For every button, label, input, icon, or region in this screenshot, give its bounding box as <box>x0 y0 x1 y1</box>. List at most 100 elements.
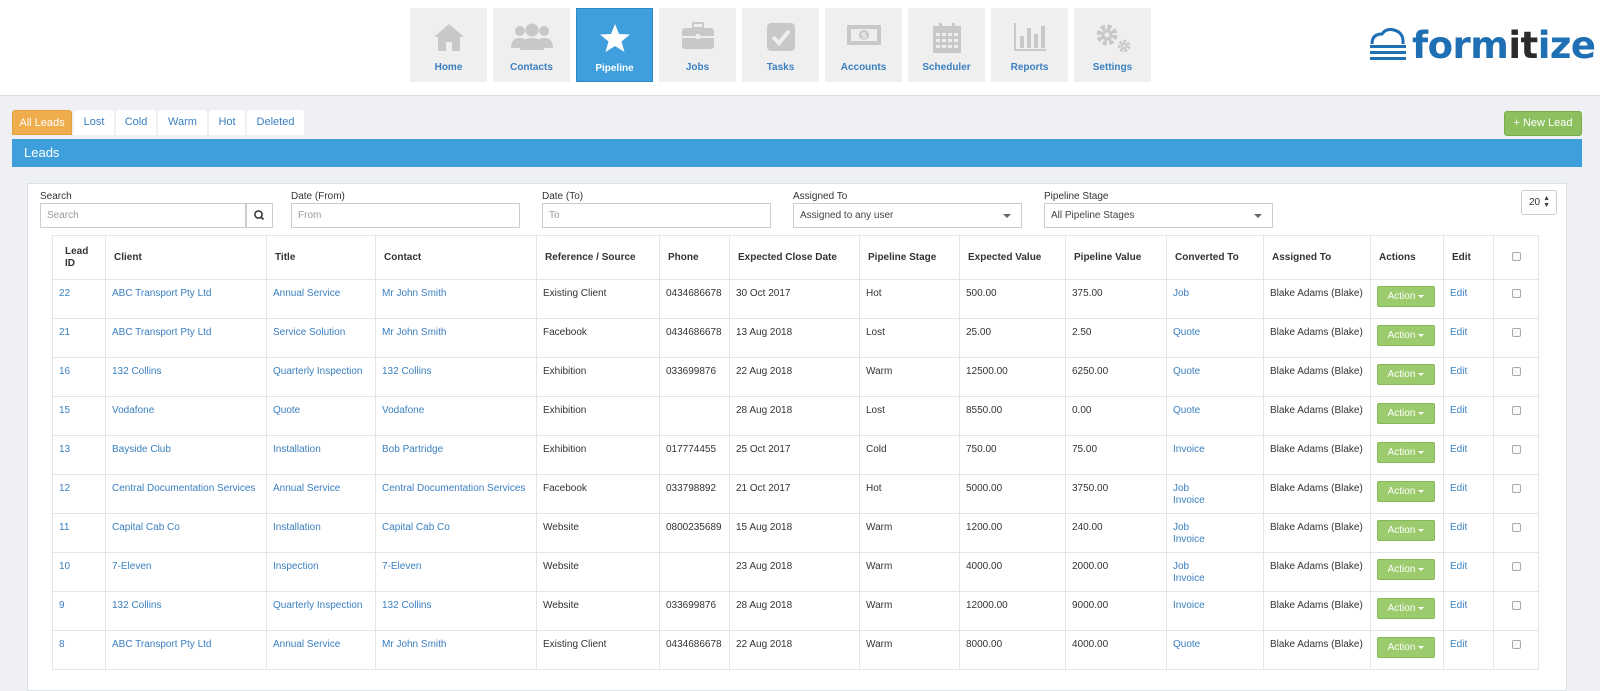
title-link[interactable]: Installation <box>266 435 376 475</box>
action-dropdown-button[interactable]: Action <box>1377 442 1435 463</box>
edit-link[interactable]: Edit <box>1443 396 1494 436</box>
nav-accounts[interactable]: $ Accounts <box>825 8 902 82</box>
client-link[interactable]: 7-Eleven <box>105 552 267 592</box>
contact-link[interactable]: Central Documentation Services <box>375 474 537 514</box>
filter-tab-all-leads[interactable]: All Leads <box>12 110 72 135</box>
action-dropdown-button[interactable]: Action <box>1377 598 1435 619</box>
nav-contacts[interactable]: Contacts <box>493 8 570 82</box>
row-checkbox[interactable] <box>1511 601 1521 610</box>
lead-id-link[interactable]: 11 <box>52 513 106 553</box>
converted-to-link[interactable]: Quote <box>1173 327 1201 338</box>
title-link[interactable]: Installation <box>266 513 376 553</box>
title-link[interactable]: Quarterly Inspection <box>266 357 376 397</box>
client-link[interactable]: 132 Collins <box>105 357 267 397</box>
converted-to-link[interactable]: Job <box>1173 522 1190 533</box>
row-checkbox[interactable] <box>1511 562 1521 571</box>
title-link[interactable]: Service Solution <box>266 318 376 358</box>
client-link[interactable]: Capital Cab Co <box>105 513 267 553</box>
nav-tasks[interactable]: Tasks <box>742 8 819 82</box>
edit-link[interactable]: Edit <box>1443 435 1494 475</box>
lead-id-link[interactable]: 16 <box>52 357 106 397</box>
title-link[interactable]: Annual Service <box>266 630 376 670</box>
action-dropdown-button[interactable]: Action <box>1377 559 1435 580</box>
contact-link[interactable]: Mr John Smith <box>375 630 537 670</box>
converted-to-link[interactable]: Invoice <box>1173 600 1205 611</box>
edit-link[interactable]: Edit <box>1443 279 1494 319</box>
client-link[interactable]: ABC Transport Pty Ltd <box>105 279 267 319</box>
converted-to-link[interactable]: Invoice <box>1173 534 1205 545</box>
edit-link[interactable]: Edit <box>1443 357 1494 397</box>
contact-link[interactable]: Mr John Smith <box>375 318 537 358</box>
title-link[interactable]: Annual Service <box>266 474 376 514</box>
row-checkbox[interactable] <box>1511 445 1521 454</box>
edit-link[interactable]: Edit <box>1443 552 1494 592</box>
contact-link[interactable]: Mr John Smith <box>375 279 537 319</box>
lead-id-link[interactable]: 21 <box>52 318 106 358</box>
edit-link[interactable]: Edit <box>1443 591 1494 631</box>
filter-tab-lost[interactable]: Lost <box>74 110 114 135</box>
date-to-input[interactable]: To <box>542 203 771 228</box>
filter-tab-cold[interactable]: Cold <box>116 110 156 135</box>
row-checkbox[interactable] <box>1511 406 1521 415</box>
search-button[interactable] <box>246 203 273 228</box>
action-dropdown-button[interactable]: Action <box>1377 364 1435 385</box>
action-dropdown-button[interactable]: Action <box>1377 481 1435 502</box>
contact-link[interactable]: Vodafone <box>375 396 537 436</box>
title-link[interactable]: Inspection <box>266 552 376 592</box>
title-link[interactable]: Annual Service <box>266 279 376 319</box>
lead-id-link[interactable]: 15 <box>52 396 106 436</box>
lead-id-link[interactable]: 12 <box>52 474 106 514</box>
converted-to-link[interactable]: Invoice <box>1173 573 1205 584</box>
date-from-input[interactable]: From <box>291 203 520 228</box>
converted-to-link[interactable]: Quote <box>1173 639 1201 650</box>
row-checkbox[interactable] <box>1511 328 1521 337</box>
action-dropdown-button[interactable]: Action <box>1377 520 1435 541</box>
edit-link[interactable]: Edit <box>1443 630 1494 670</box>
nav-scheduler[interactable]: Scheduler <box>908 8 985 82</box>
edit-link[interactable]: Edit <box>1443 513 1494 553</box>
row-checkbox[interactable] <box>1511 484 1521 493</box>
action-dropdown-button[interactable]: Action <box>1377 637 1435 658</box>
select-all-checkbox[interactable] <box>1511 251 1521 261</box>
converted-to-link[interactable]: Invoice <box>1173 444 1205 455</box>
converted-to-link[interactable]: Job <box>1173 561 1190 572</box>
client-link[interactable]: Central Documentation Services <box>105 474 267 514</box>
edit-link[interactable]: Edit <box>1443 474 1494 514</box>
pipeline-stage-select[interactable]: All Pipeline Stages <box>1044 203 1273 228</box>
assigned-to-select[interactable]: Assigned to any user <box>793 203 1022 228</box>
page-size-select[interactable]: 20 ▲ ▼ <box>1521 190 1557 215</box>
row-checkbox[interactable] <box>1511 523 1521 532</box>
converted-to-link[interactable]: Job <box>1173 288 1190 299</box>
title-link[interactable]: Quarterly Inspection <box>266 591 376 631</box>
title-link[interactable]: Quote <box>266 396 376 436</box>
client-link[interactable]: 132 Collins <box>105 591 267 631</box>
contact-link[interactable]: 132 Collins <box>375 591 537 631</box>
lead-id-link[interactable]: 9 <box>52 591 106 631</box>
row-checkbox[interactable] <box>1511 367 1521 376</box>
nav-home[interactable]: Home <box>410 8 487 82</box>
converted-to-link[interactable]: Quote <box>1173 405 1201 416</box>
contact-link[interactable]: 132 Collins <box>375 357 537 397</box>
row-checkbox[interactable] <box>1511 640 1521 649</box>
lead-id-link[interactable]: 8 <box>52 630 106 670</box>
converted-to-link[interactable]: Job <box>1173 483 1190 494</box>
contact-link[interactable]: 7-Eleven <box>375 552 537 592</box>
client-link[interactable]: ABC Transport Pty Ltd <box>105 318 267 358</box>
nav-settings[interactable]: Settings <box>1074 8 1151 82</box>
lead-id-link[interactable]: 10 <box>52 552 106 592</box>
lead-id-link[interactable]: 13 <box>52 435 106 475</box>
converted-to-link[interactable]: Invoice <box>1173 495 1205 506</box>
converted-to-link[interactable]: Quote <box>1173 366 1201 377</box>
lead-id-link[interactable]: 22 <box>52 279 106 319</box>
action-dropdown-button[interactable]: Action <box>1377 325 1435 346</box>
row-checkbox[interactable] <box>1511 289 1521 298</box>
contact-link[interactable]: Capital Cab Co <box>375 513 537 553</box>
client-link[interactable]: Bayside Club <box>105 435 267 475</box>
nav-reports[interactable]: Reports <box>991 8 1068 82</box>
action-dropdown-button[interactable]: Action <box>1377 403 1435 424</box>
edit-link[interactable]: Edit <box>1443 318 1494 358</box>
nav-pipeline[interactable]: Pipeline <box>576 8 653 82</box>
contact-link[interactable]: Bob Partridge <box>375 435 537 475</box>
client-link[interactable]: Vodafone <box>105 396 267 436</box>
new-lead-button[interactable]: + New Lead <box>1504 111 1582 136</box>
